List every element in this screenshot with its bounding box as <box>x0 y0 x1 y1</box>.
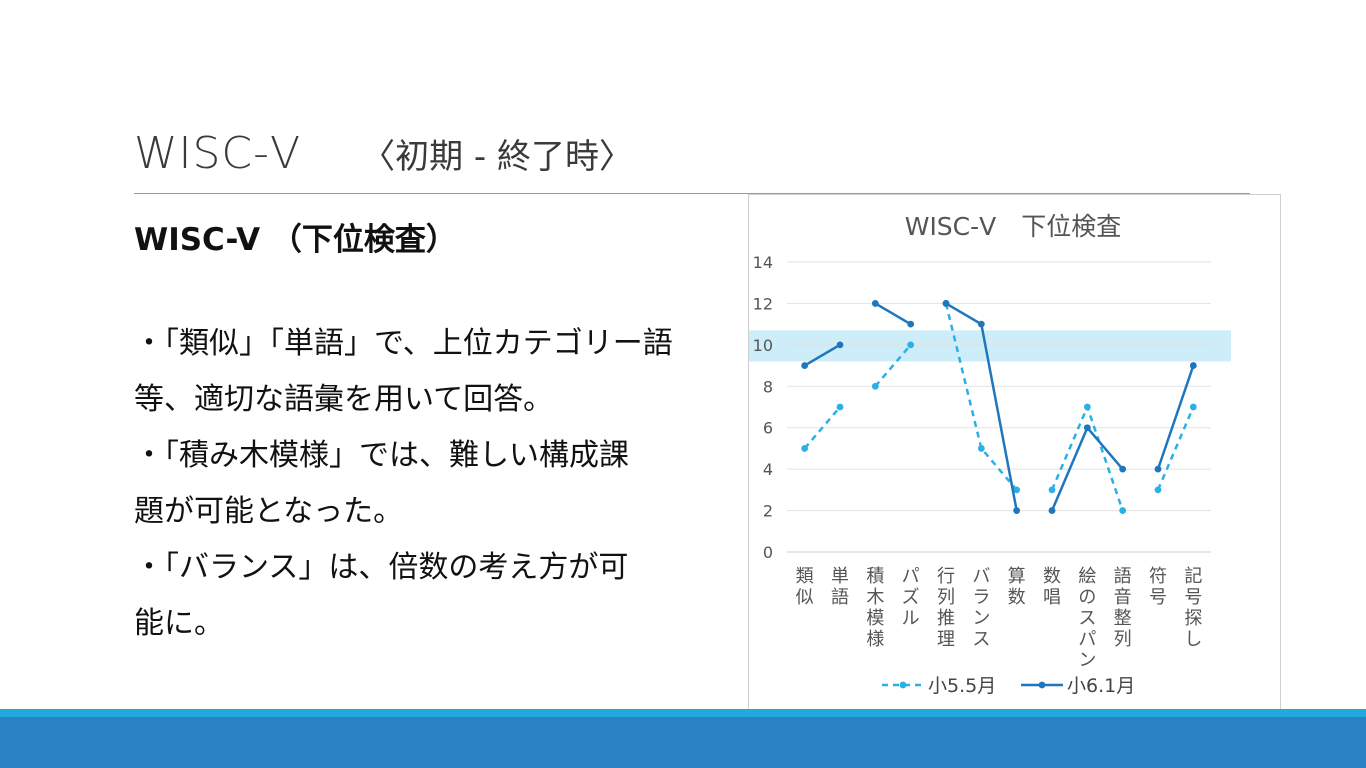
y-tick-label: 10 <box>753 336 773 355</box>
title-row: WISC-Ⅴ 〈初期 - 終了時〉 <box>134 128 633 188</box>
content-area: WISC-V （下位検査） ・「類似」「単語」で、上位カテゴリー語 等、適切な語… <box>134 216 724 652</box>
data-point <box>836 341 844 349</box>
data-point <box>1119 465 1127 473</box>
legend-marker <box>1038 681 1046 689</box>
data-point <box>942 300 950 307</box>
data-point <box>1048 486 1056 494</box>
series-line <box>874 302 912 326</box>
data-point <box>1154 465 1162 473</box>
series-line <box>874 344 912 388</box>
data-point <box>977 320 985 328</box>
bullet-list: ・「類似」「単語」で、上位カテゴリー語 等、適切な語彙を用いて回答。 ・「積み木… <box>134 316 724 652</box>
bullet-line: 等、適切な語彙を用いて回答。 <box>134 382 554 417</box>
bullet-line: 題が可能となった。 <box>134 494 404 529</box>
y-tick-label: 4 <box>763 460 773 479</box>
x-tick-label: 算数 <box>1008 566 1026 608</box>
x-tick-label: 類似 <box>796 566 814 608</box>
bullet-line: ・「類似」「単語」で、上位カテゴリー語 <box>134 326 673 361</box>
data-point <box>871 300 879 307</box>
series-line <box>803 406 841 450</box>
series-line <box>804 343 841 367</box>
bullet-line: ・「積み木模様」では、難しい構成課 <box>134 438 629 473</box>
slide-subtitle: 〈初期 - 終了時〉 <box>361 137 634 177</box>
data-point <box>1189 362 1197 369</box>
data-point <box>871 382 879 390</box>
data-point <box>1083 424 1091 432</box>
data-point <box>1189 403 1197 411</box>
x-tick-label: 絵のスパン <box>1078 566 1096 671</box>
x-tick-label: パズル <box>902 566 920 629</box>
data-point <box>1048 507 1056 514</box>
bullet-line: 能に。 <box>134 606 224 641</box>
data-point <box>836 403 844 411</box>
x-tick-label: 数唱 <box>1043 566 1061 608</box>
data-point <box>1154 486 1162 494</box>
x-tick-label: 単語 <box>831 566 849 608</box>
x-tick-label: 積木模様 <box>866 566 884 650</box>
data-point <box>907 320 915 328</box>
legend-marker <box>899 681 907 689</box>
legend-label: 小5.5月 <box>928 675 996 697</box>
series-line <box>944 303 1018 491</box>
x-tick-label: 符号 <box>1149 566 1167 608</box>
slide-title: WISC-Ⅴ <box>134 128 302 179</box>
target-band <box>749 330 1231 362</box>
chart-svg: WISC-Ⅴ 下位検査 0 2 4 6 8 10 12 14 類似単語積木模様パズル行列推理バ… <box>749 212 1231 697</box>
data-point <box>801 362 809 369</box>
x-tick-label: バランス <box>972 566 990 650</box>
data-point <box>1013 507 1021 514</box>
data-point <box>977 445 985 452</box>
x-tick-label: 語音整列 <box>1114 566 1132 650</box>
x-tick-label: 記号探し <box>1184 566 1202 650</box>
bullet-line: ・「バランス」は、倍数の考え方が可 <box>134 550 629 585</box>
data-point <box>907 341 915 349</box>
series-line <box>1050 403 1124 511</box>
data-point <box>801 445 809 452</box>
footer-accent-bar <box>0 709 1366 717</box>
y-tick-label: 6 <box>763 419 773 438</box>
footer-bar <box>0 717 1366 768</box>
x-tick-label: 行列推理 <box>937 566 955 650</box>
data-point <box>1013 486 1021 494</box>
legend-label: 小6.1月 <box>1067 675 1135 697</box>
y-tick-label: 2 <box>763 502 773 521</box>
title-divider <box>134 193 1250 194</box>
data-point <box>1083 403 1091 411</box>
y-tick-label: 12 <box>753 294 773 313</box>
series-line <box>1156 365 1195 470</box>
chart-title: WISC-Ⅴ 下位検査 <box>905 212 1122 241</box>
y-tick-label: 8 <box>763 377 773 396</box>
series-line <box>1156 406 1195 491</box>
chart: WISC-Ⅴ 下位検査 0 2 4 6 8 10 12 14 類似 単語 積木模様 パズル 行列推理バ… <box>748 194 1281 712</box>
y-tick-label: 0 <box>763 543 773 562</box>
y-tick-label: 14 <box>753 253 773 272</box>
data-point <box>1119 507 1127 514</box>
content-heading: WISC-V （下位検査） <box>134 222 457 258</box>
